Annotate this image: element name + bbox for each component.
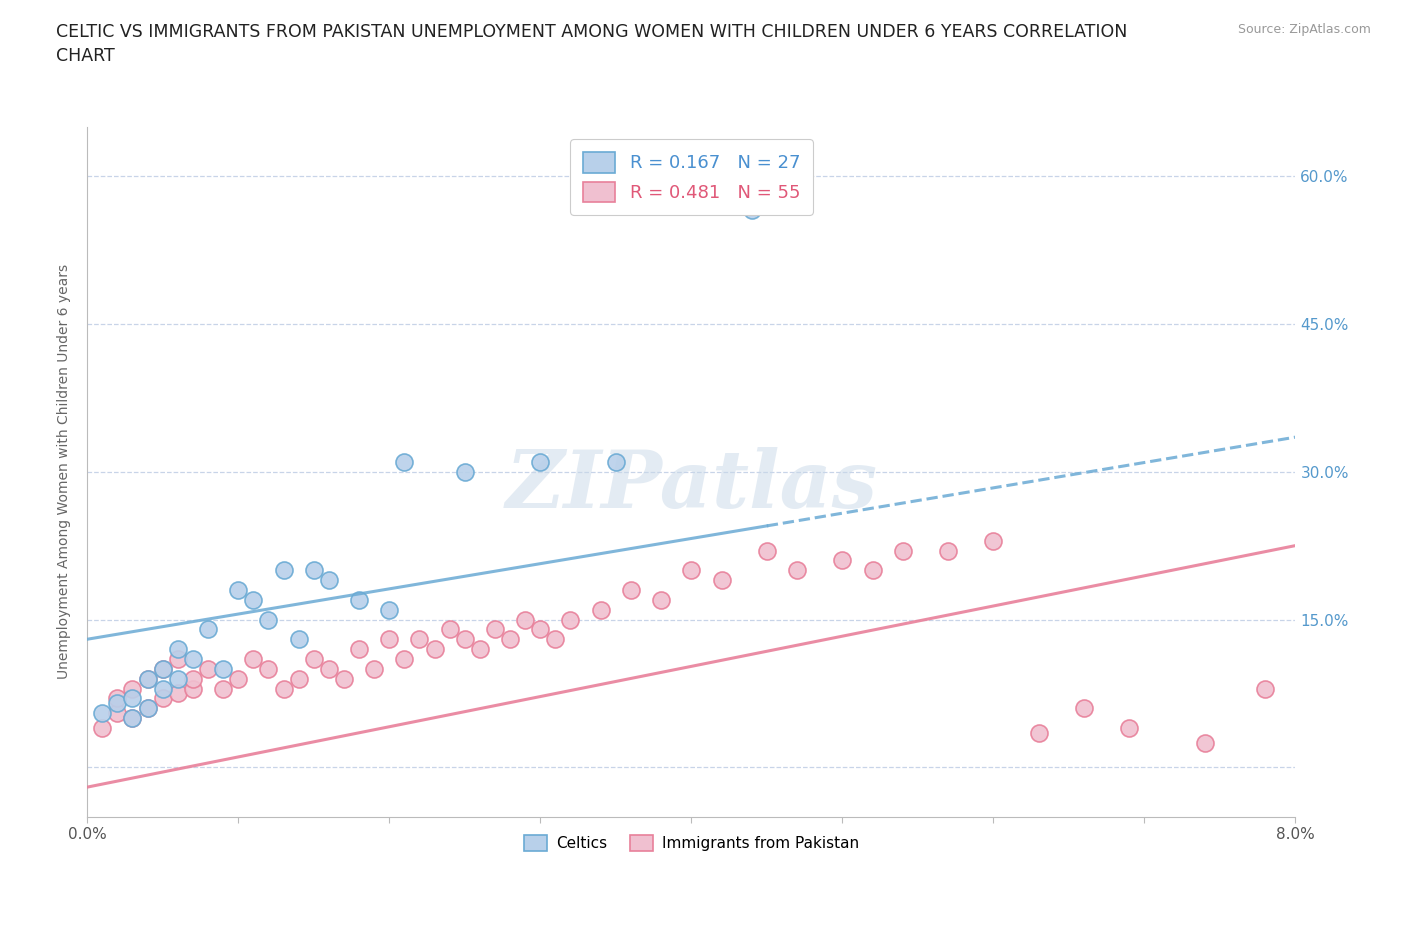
- Point: [710, 573, 733, 588]
- Point: [136, 701, 159, 716]
- Point: [318, 661, 340, 676]
- Point: [741, 203, 763, 218]
- Point: [181, 652, 204, 667]
- Point: [197, 622, 219, 637]
- Point: [862, 563, 884, 578]
- Point: [166, 652, 188, 667]
- Point: [273, 563, 295, 578]
- Point: [681, 563, 703, 578]
- Point: [378, 631, 401, 646]
- Point: [105, 706, 128, 721]
- Point: [287, 671, 309, 686]
- Point: [936, 543, 959, 558]
- Point: [212, 681, 235, 696]
- Point: [105, 691, 128, 706]
- Point: [166, 686, 188, 701]
- Point: [273, 681, 295, 696]
- Point: [242, 652, 264, 667]
- Point: [226, 582, 249, 597]
- Point: [515, 612, 537, 627]
- Point: [394, 652, 416, 667]
- Point: [408, 631, 430, 646]
- Point: [484, 622, 506, 637]
- Point: [468, 642, 491, 657]
- Point: [529, 622, 551, 637]
- Point: [394, 455, 416, 470]
- Point: [1073, 701, 1095, 716]
- Point: [650, 592, 672, 607]
- Point: [287, 631, 309, 646]
- Y-axis label: Unemployment Among Women with Children Under 6 years: Unemployment Among Women with Children U…: [58, 264, 72, 679]
- Text: CELTIC VS IMMIGRANTS FROM PAKISTAN UNEMPLOYMENT AMONG WOMEN WITH CHILDREN UNDER : CELTIC VS IMMIGRANTS FROM PAKISTAN UNEMP…: [56, 23, 1128, 65]
- Point: [105, 696, 128, 711]
- Point: [226, 671, 249, 686]
- Point: [454, 464, 477, 479]
- Point: [152, 661, 174, 676]
- Text: ZIPatlas: ZIPatlas: [505, 446, 877, 525]
- Point: [363, 661, 385, 676]
- Point: [242, 592, 264, 607]
- Point: [166, 642, 188, 657]
- Point: [529, 455, 551, 470]
- Point: [1028, 725, 1050, 740]
- Point: [560, 612, 582, 627]
- Point: [544, 631, 567, 646]
- Point: [439, 622, 461, 637]
- Point: [786, 563, 808, 578]
- Point: [605, 455, 627, 470]
- Point: [121, 691, 143, 706]
- Point: [499, 631, 522, 646]
- Point: [152, 681, 174, 696]
- Point: [620, 582, 643, 597]
- Point: [454, 631, 477, 646]
- Point: [152, 691, 174, 706]
- Point: [136, 701, 159, 716]
- Point: [589, 603, 612, 618]
- Point: [302, 563, 325, 578]
- Point: [91, 721, 114, 736]
- Point: [318, 573, 340, 588]
- Point: [333, 671, 356, 686]
- Point: [136, 671, 159, 686]
- Point: [136, 671, 159, 686]
- Point: [166, 671, 188, 686]
- Text: Source: ZipAtlas.com: Source: ZipAtlas.com: [1237, 23, 1371, 36]
- Point: [347, 592, 370, 607]
- Point: [121, 711, 143, 725]
- Point: [1194, 736, 1216, 751]
- Point: [423, 642, 446, 657]
- Point: [378, 603, 401, 618]
- Point: [257, 612, 280, 627]
- Point: [347, 642, 370, 657]
- Point: [197, 661, 219, 676]
- Point: [181, 681, 204, 696]
- Point: [983, 533, 1005, 548]
- Point: [302, 652, 325, 667]
- Point: [755, 543, 778, 558]
- Point: [212, 661, 235, 676]
- Legend: Celtics, Immigrants from Pakistan: Celtics, Immigrants from Pakistan: [517, 830, 865, 857]
- Point: [1118, 721, 1140, 736]
- Point: [831, 553, 853, 568]
- Point: [1254, 681, 1277, 696]
- Point: [181, 671, 204, 686]
- Point: [91, 706, 114, 721]
- Point: [121, 681, 143, 696]
- Point: [257, 661, 280, 676]
- Point: [121, 711, 143, 725]
- Point: [891, 543, 914, 558]
- Point: [152, 661, 174, 676]
